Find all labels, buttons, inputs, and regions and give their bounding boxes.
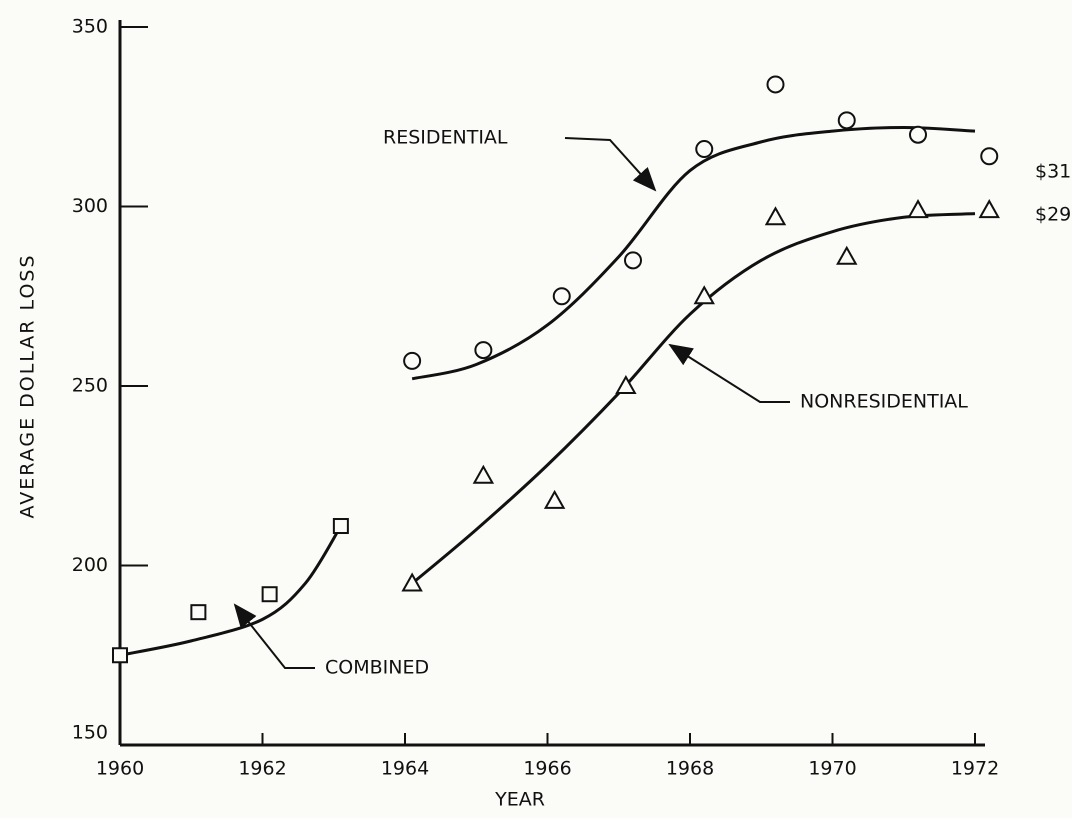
circle-marker xyxy=(474,341,493,360)
triangle-marker xyxy=(543,489,566,509)
triangle-marker xyxy=(764,206,787,226)
annotation-arrow xyxy=(233,603,315,669)
annotation: $298 xyxy=(1035,204,1072,226)
circle-marker xyxy=(695,140,714,159)
circle-marker xyxy=(624,251,642,270)
x-tick-label: 1972 xyxy=(951,758,999,780)
annotation: RESIDENTIAL xyxy=(383,127,508,149)
annotation-arrow xyxy=(564,137,657,192)
x-tick-label: 1962 xyxy=(238,758,286,780)
square-marker xyxy=(261,586,278,603)
triangle-marker xyxy=(615,374,637,394)
y-tick-label: 350 xyxy=(72,16,108,38)
triangle-marker xyxy=(907,199,929,219)
triangle-marker xyxy=(401,572,423,592)
triangle-marker xyxy=(472,464,495,484)
x-tick-label: 1968 xyxy=(666,758,714,780)
triangle-marker xyxy=(836,245,858,265)
triangle-marker xyxy=(693,285,715,305)
y-tick-label: 250 xyxy=(72,375,108,397)
fit-curve xyxy=(119,525,343,657)
circle-marker xyxy=(552,287,571,306)
circle-marker xyxy=(403,351,422,370)
triangle-marker xyxy=(978,199,1000,219)
y-axis-label: AVERAGE DOLLAR LOSS xyxy=(17,253,39,518)
circle-marker xyxy=(909,125,927,144)
y-tick-label: 300 xyxy=(72,195,108,217)
x-tick-label: 1970 xyxy=(808,758,856,780)
annotation-arrow xyxy=(668,343,790,403)
annotation: COMBINED xyxy=(325,657,429,679)
y-tick-label: 150 xyxy=(72,722,108,744)
square-marker xyxy=(190,604,207,621)
x-tick-label: 1960 xyxy=(96,758,144,780)
fit-curve xyxy=(411,126,976,381)
square-marker xyxy=(112,647,128,664)
x-tick-label: 1964 xyxy=(381,758,429,780)
x-axis-label: YEAR xyxy=(494,789,545,811)
fit-curve xyxy=(411,212,976,585)
circle-marker xyxy=(837,111,856,130)
circle-marker xyxy=(766,75,785,94)
x-tick-label: 1966 xyxy=(523,758,571,780)
circle-marker xyxy=(980,147,999,166)
annotation: NONRESIDENTIAL xyxy=(800,391,968,413)
y-tick-label: 200 xyxy=(72,554,108,576)
annotation: $315 xyxy=(1035,161,1072,183)
square-marker xyxy=(332,518,349,535)
